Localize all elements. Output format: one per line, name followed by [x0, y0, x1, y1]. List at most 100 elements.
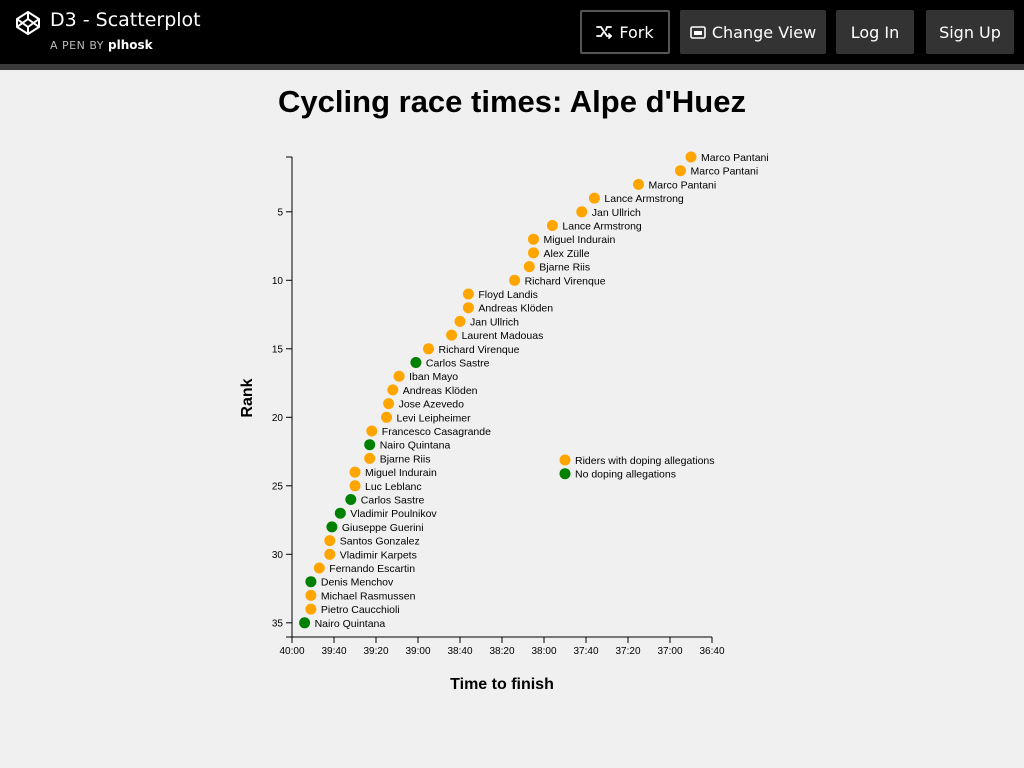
data-point[interactable]	[509, 274, 521, 286]
x-tick-label: 38:20	[489, 646, 514, 657]
x-tick-label: 37:20	[615, 646, 640, 657]
point-label: Carlos Sastre	[426, 358, 490, 370]
change-view-button[interactable]: Change View	[680, 10, 826, 54]
data-point[interactable]	[305, 589, 317, 601]
data-point[interactable]	[364, 452, 376, 464]
point-label: Miguel Indurain	[365, 467, 437, 479]
layout-icon	[690, 25, 706, 39]
point-label: Jose Azevedo	[399, 399, 465, 411]
data-point[interactable]	[462, 302, 474, 314]
y-tick-label: 30	[272, 550, 284, 561]
data-point[interactable]	[383, 398, 395, 410]
data-point[interactable]	[345, 494, 357, 505]
data-point[interactable]	[334, 507, 346, 519]
data-point[interactable]	[633, 178, 644, 190]
data-point[interactable]	[364, 439, 376, 451]
x-tick-label: 38:00	[531, 646, 556, 657]
data-point[interactable]	[454, 315, 466, 327]
pen-by-label: A PEN BY	[50, 39, 104, 52]
data-point[interactable]	[523, 261, 535, 273]
point-label: Marco Pantani	[649, 179, 717, 191]
point-label: Jan Ullrich	[592, 207, 641, 219]
signup-button[interactable]: Sign Up	[926, 10, 1014, 54]
data-point[interactable]	[305, 576, 317, 588]
data-point[interactable]	[326, 521, 338, 533]
point-label: Alex Zülle	[544, 248, 590, 260]
pen-author-link[interactable]: plhosk	[108, 38, 153, 52]
data-point[interactable]	[393, 370, 405, 382]
point-label: Luc Leblanc	[365, 481, 422, 493]
y-tick-label: 25	[272, 481, 284, 492]
data-point[interactable]	[588, 192, 600, 204]
data-point[interactable]	[528, 247, 539, 259]
data-point[interactable]	[324, 548, 336, 560]
point-label: Jan Ullrich	[470, 316, 519, 328]
point-label: Andreas Klöden	[478, 303, 553, 315]
point-label: Richard Virenque	[525, 275, 606, 287]
data-point[interactable]	[349, 466, 361, 478]
x-tick-label: 39:40	[321, 646, 346, 657]
fork-button[interactable]: Fork	[580, 10, 670, 54]
x-tick-label: 38:40	[447, 646, 472, 657]
data-point[interactable]	[423, 343, 434, 355]
x-tick-label: 40:00	[279, 646, 304, 657]
point-label: Floyd Landis	[478, 289, 538, 301]
data-point[interactable]	[305, 603, 317, 615]
point-label: Giuseppe Guerini	[342, 522, 424, 534]
legend-label: No doping allegations	[575, 469, 676, 481]
codepen-logo-icon[interactable]	[15, 10, 41, 36]
y-tick-label: 10	[272, 276, 284, 287]
point-label: Lance Armstrong	[562, 221, 642, 233]
fork-label: Fork	[619, 22, 654, 42]
pen-byline: A PEN BY plhosk	[50, 38, 153, 52]
top-bar: D3 - Scatterplot A PEN BY plhosk Fork Cha…	[0, 0, 1024, 64]
data-point[interactable]	[387, 384, 399, 396]
pen-title: D3 - Scatterplot	[50, 9, 201, 31]
data-point[interactable]	[528, 233, 539, 245]
y-axis-label: Rank	[239, 378, 256, 417]
data-point[interactable]	[576, 206, 588, 218]
data-point[interactable]	[675, 165, 686, 177]
point-label: Michael Rasmussen	[321, 590, 416, 602]
data-point[interactable]	[546, 220, 558, 231]
point-label: Vladimir Poulnikov	[350, 508, 437, 520]
point-label: Lance Armstrong	[604, 193, 684, 205]
data-point[interactable]	[299, 617, 311, 629]
data-point[interactable]	[349, 480, 361, 492]
legend-label: Riders with doping allegations	[575, 455, 715, 467]
login-button[interactable]: Log In	[836, 10, 914, 54]
x-tick-label: 37:40	[573, 646, 598, 657]
signup-label: Sign Up	[939, 22, 1001, 42]
data-point[interactable]	[462, 288, 474, 300]
data-point[interactable]	[685, 151, 697, 163]
top-bar-border	[0, 64, 1024, 70]
x-tick-label: 36:40	[699, 646, 724, 657]
data-point[interactable]	[313, 562, 325, 574]
y-tick-label: 5	[277, 207, 283, 218]
point-label: Pietro Caucchioli	[321, 604, 400, 616]
legend-marker	[559, 468, 571, 480]
point-label: Bjarne Riis	[539, 262, 590, 274]
data-point[interactable]	[324, 535, 336, 547]
change-view-label: Change View	[711, 22, 817, 42]
point-label: Miguel Indurain	[544, 234, 616, 246]
point-label: Vladimir Karpets	[340, 549, 417, 561]
data-point[interactable]	[446, 329, 458, 341]
data-point[interactable]	[381, 411, 392, 423]
point-label: Marco Pantani	[691, 166, 759, 178]
x-tick-label: 39:00	[405, 646, 430, 657]
point-label: Carlos Sastre	[361, 495, 425, 507]
point-label: Fernando Escartin	[329, 563, 415, 575]
point-label: Iban Mayo	[409, 371, 458, 383]
point-label: Bjarne Riis	[380, 453, 431, 465]
chart-title: Cycling race times: Alpe d'Huez	[278, 84, 746, 119]
point-label: Francesco Casagrande	[382, 426, 491, 438]
point-label: Marco Pantani	[701, 152, 769, 164]
legend-marker	[559, 454, 571, 466]
scatter-chart: 5 10 15 20 25 30 35 40:00 39:40 39:20 39:00 38:40 38…	[239, 151, 769, 693]
data-point[interactable]	[410, 357, 422, 368]
data-point[interactable]	[366, 425, 378, 437]
y-tick-label: 15	[272, 344, 284, 355]
point-label: Laurent Madouas	[462, 330, 544, 342]
x-tick-label: 37:00	[657, 646, 682, 657]
